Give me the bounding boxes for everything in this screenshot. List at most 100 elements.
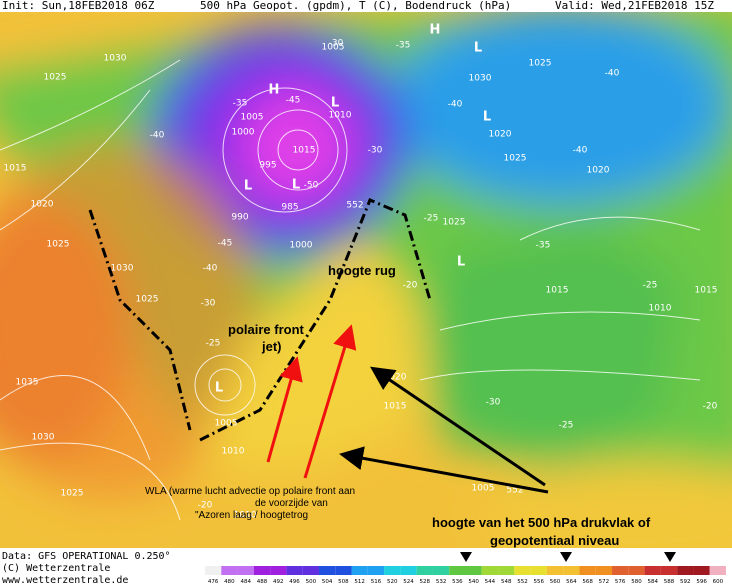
- colorbar-label: 476: [208, 579, 219, 585]
- isobar-label: 1020: [489, 130, 512, 140]
- isobar-label: -35: [233, 99, 248, 109]
- colorbar-swatch: [416, 566, 433, 575]
- colorbar-label: 544: [485, 579, 496, 585]
- colorbar-swatch: [481, 566, 499, 575]
- footer-data: Data: GFS OPERATIONAL 0.250°: [2, 551, 171, 562]
- isobar-label: 1030: [111, 264, 134, 274]
- colorbar-swatch: [595, 566, 613, 575]
- pressure-center: L: [483, 110, 491, 125]
- isobar-label: -25: [424, 214, 439, 224]
- isobar-label: 985: [281, 203, 298, 213]
- isobar-label: -40: [150, 131, 165, 141]
- isobar-label: 552: [506, 486, 523, 496]
- pressure-center: H: [269, 83, 280, 98]
- isobar-label: 1025: [47, 240, 70, 250]
- pressure-center: L: [331, 96, 339, 111]
- colorbar-swatch: [400, 566, 417, 575]
- colorbar-swatch: [318, 566, 336, 575]
- annotation-wla: "Azoren laag / hoogtetrog: [195, 510, 308, 521]
- colorbar: 476 480 484 488 492 496 500 504 508 512 516 520 524 5…: [205, 566, 726, 585]
- colorbar-swatch: [530, 566, 547, 575]
- colorbar-label: 588: [664, 579, 675, 585]
- colorbar-swatch: [677, 566, 694, 575]
- isobar-label: 1025: [61, 489, 84, 499]
- colorbar-swatch: [612, 566, 629, 575]
- header-init: Init: Sun,18FEB2018 06Z: [2, 0, 155, 12]
- isobar-label: 1025: [529, 59, 552, 69]
- isobar-label: -45: [218, 239, 233, 249]
- colorbar-label: 480: [224, 579, 235, 585]
- colorbar-label: 496: [289, 579, 300, 585]
- isobar-label: -40: [203, 264, 218, 274]
- colorbar-label: 536: [452, 579, 463, 585]
- colorbar-label: 600: [713, 579, 724, 585]
- colorbar-swatch: [351, 566, 368, 575]
- pressure-center: L: [292, 178, 300, 193]
- colorbar-swatch: [449, 566, 466, 575]
- isobar-label: 1015: [4, 164, 27, 174]
- isobar-label: -30: [486, 398, 501, 408]
- isobar-label: -25: [643, 281, 658, 291]
- colorbar-swatch: [335, 566, 352, 575]
- isobar-label: 1005: [322, 43, 345, 53]
- isobar-label: 1010: [222, 447, 245, 457]
- annotation-ridge: hoogte rug: [328, 263, 396, 278]
- isobar-label: -25: [206, 339, 221, 349]
- colorbar-swatch: [237, 566, 254, 575]
- colorbar-label: 532: [436, 579, 447, 585]
- colorbar-label: 520: [387, 579, 398, 585]
- isobar-label: 1020: [587, 166, 610, 176]
- isobar-label: -30: [329, 39, 344, 49]
- isobar-label: 552: [346, 201, 363, 211]
- colorbar-swatch: [563, 566, 580, 575]
- isobar-label: -40: [573, 146, 588, 156]
- colorbar-label: 528: [420, 579, 431, 585]
- colorbar-swatch: [302, 566, 319, 575]
- header-field: 500 hPa Geopot. (gpdm), T (C), Bodendruc…: [200, 0, 511, 12]
- colorbar-swatch: [660, 566, 678, 575]
- front-line: [88, 198, 432, 442]
- isobar-label: 1010: [234, 511, 257, 521]
- colorbar-label: 556: [534, 579, 545, 585]
- annotation-front: polaire front: [228, 322, 305, 337]
- colorbar-swatch: [693, 566, 710, 575]
- colorbar-label: 492: [273, 579, 284, 585]
- colorbar-label: 516: [371, 579, 382, 585]
- colorbar-label: 572: [599, 579, 610, 585]
- colorbar-label: 488: [257, 579, 268, 585]
- isobar-label: 1005: [472, 484, 495, 494]
- colorbar-label: 552: [517, 579, 528, 585]
- isobar-label: 1020: [31, 200, 54, 210]
- isobar-label: -30: [201, 299, 216, 309]
- isobar-label: -35: [536, 241, 551, 251]
- colorbar-label: 504: [322, 579, 333, 585]
- pressure-center: L: [215, 381, 223, 396]
- pressure-center: L: [244, 179, 252, 194]
- colorbar-label: 580: [631, 579, 642, 585]
- colorbar-swatch: [367, 566, 385, 575]
- colorbar-label: 540: [468, 579, 479, 585]
- header-valid: Valid: Wed,21FEB2018 15Z: [555, 0, 714, 12]
- colorbar-label: 596: [696, 579, 707, 585]
- isobar-label: 1025: [44, 73, 67, 83]
- annotation-wla: de voorzijde van: [255, 498, 328, 509]
- isobar-label: 1005: [241, 113, 264, 123]
- isobar-label: 1015: [384, 402, 407, 412]
- colorbar-swatch: [384, 566, 401, 575]
- colorbar-swatch: [432, 566, 450, 575]
- colorbar-label: 568: [582, 579, 593, 585]
- isobar-label: -30: [368, 146, 383, 156]
- colorbar-swatch: [253, 566, 271, 575]
- isobar-label: 1025: [136, 295, 159, 305]
- isobar-label: 1035: [16, 378, 39, 388]
- isobar-label: 1000: [290, 241, 313, 251]
- isobar-label: 1005: [215, 419, 238, 429]
- colorbar-label: 524: [403, 579, 414, 585]
- colorbar-swatch: [205, 566, 222, 575]
- colorbar-pointers: [460, 552, 676, 562]
- colorbar-swatch: [579, 566, 596, 575]
- isobar-label: 1015: [695, 286, 718, 296]
- colorbar-swatch: [644, 566, 661, 575]
